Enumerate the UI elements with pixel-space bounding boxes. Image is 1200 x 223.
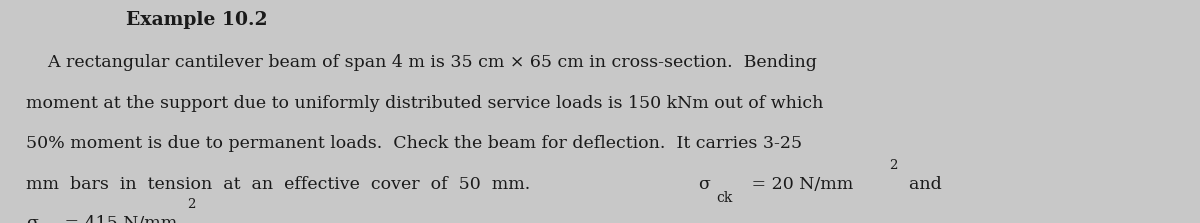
Text: mm  bars  in  tension  at  an  effective  cover  of  50  mm.: mm bars in tension at an effective cover… xyxy=(26,176,530,193)
Text: 2: 2 xyxy=(889,159,898,172)
Text: Example 10.2: Example 10.2 xyxy=(126,11,268,29)
Text: σ: σ xyxy=(26,215,38,223)
Text: 2: 2 xyxy=(187,198,196,211)
Text: A rectangular cantilever beam of span 4 m is 35 cm × 65 cm in cross-section.  Be: A rectangular cantilever beam of span 4 … xyxy=(26,54,817,70)
Text: .: . xyxy=(196,215,202,223)
Text: = 415 N/mm: = 415 N/mm xyxy=(59,215,178,223)
Text: and: and xyxy=(898,176,941,193)
Text: ck: ck xyxy=(716,191,733,205)
Text: 50% moment is due to permanent loads.  Check the beam for deflection.  It carrie: 50% moment is due to permanent loads. Ch… xyxy=(26,135,803,152)
Text: = 20 N/mm: = 20 N/mm xyxy=(746,176,853,193)
Text: moment at the support due to uniformly distributed service loads is 150 kNm out : moment at the support due to uniformly d… xyxy=(26,95,823,112)
Text: σ: σ xyxy=(698,176,710,193)
